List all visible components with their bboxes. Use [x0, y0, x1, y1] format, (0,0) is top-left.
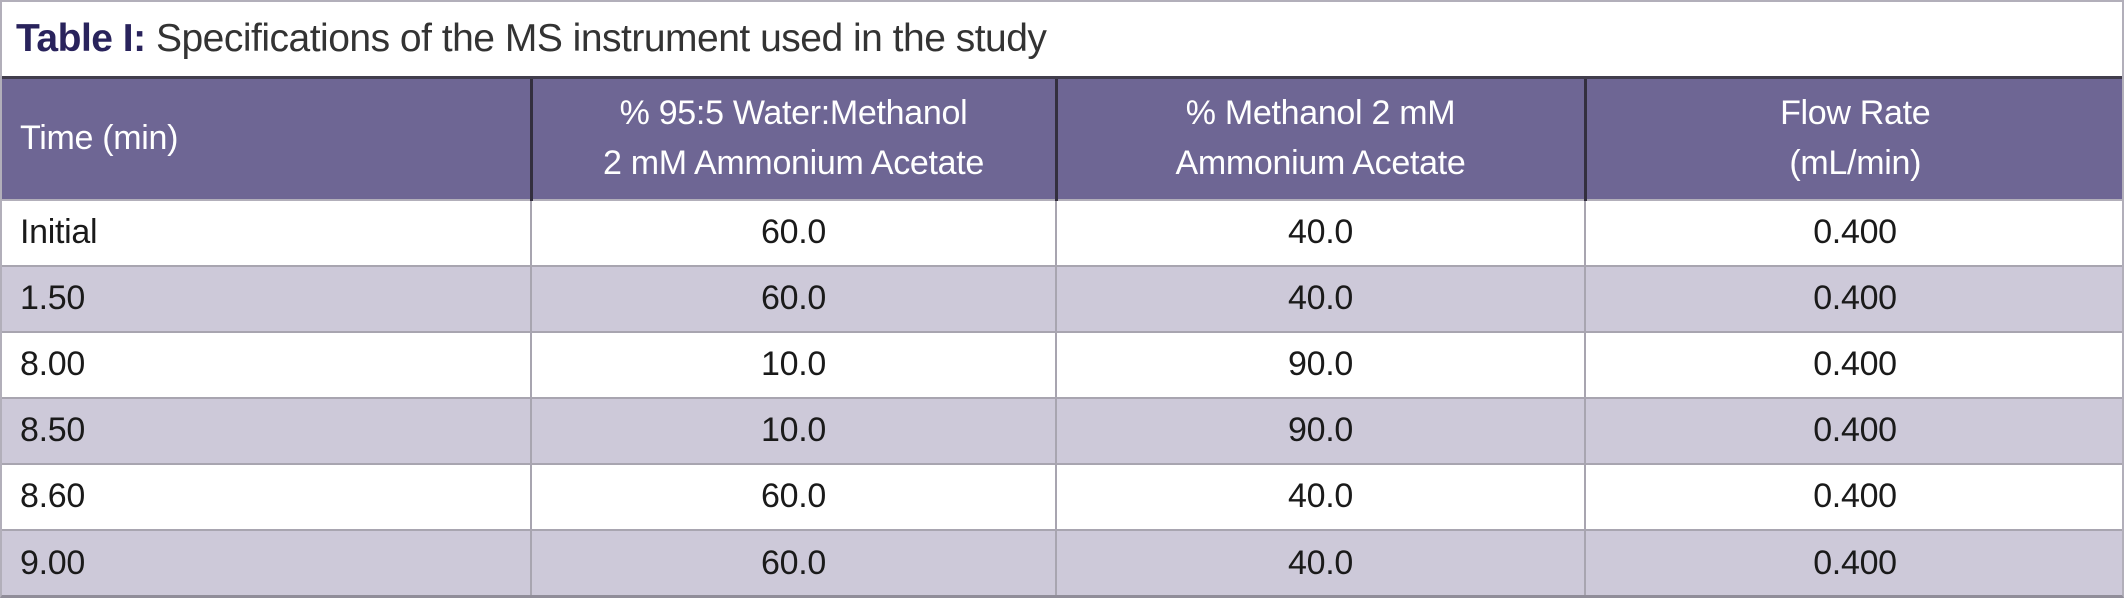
cell-time: 8.60	[2, 462, 531, 530]
header-cell-methanol: % Methanol 2 mM Ammonium Acetate	[1054, 76, 1585, 201]
header-line: % 95:5 Water:Methanol	[619, 94, 968, 133]
cell-flow-rate: 0.400	[1584, 528, 2122, 595]
cell-methanol: 90.0	[1055, 396, 1585, 464]
cell-water: 60.0	[530, 462, 1056, 530]
header-line: % Methanol 2 mM	[1185, 94, 1456, 133]
cell-time: Initial	[2, 199, 531, 266]
header-row: Time (min) % 95:5 Water:Methanol 2 mM Am…	[2, 76, 2122, 201]
cell-time: 8.00	[2, 330, 531, 398]
table-title: Table I: Specifications of the MS instru…	[2, 2, 2122, 76]
cell-flow-rate: 0.400	[1584, 396, 2122, 464]
header-line: (mL/min)	[1789, 143, 1922, 182]
table-row: 8.00 10.0 90.0 0.400	[2, 330, 2122, 398]
cell-flow-rate: 0.400	[1584, 462, 2122, 530]
cell-methanol: 40.0	[1055, 462, 1585, 530]
cell-methanol: 40.0	[1055, 199, 1585, 266]
cell-methanol: 90.0	[1055, 330, 1585, 398]
cell-flow-rate: 0.400	[1584, 264, 2122, 332]
cell-flow-rate: 0.400	[1584, 330, 2122, 398]
cell-time: 9.00	[2, 528, 531, 595]
header-line: Time (min)	[20, 119, 179, 158]
table-header: Time (min) % 95:5 Water:Methanol 2 mM Am…	[2, 76, 2122, 201]
cell-flow-rate: 0.400	[1584, 199, 2122, 266]
header-cell-flow-rate: Flow Rate (mL/min)	[1583, 76, 2122, 201]
table-body: Initial 60.0 40.0 0.400 1.50 60.0 40.0 0…	[2, 199, 2122, 595]
header-cell-time: Time (min)	[2, 76, 531, 201]
header-line: Flow Rate	[1780, 94, 1931, 133]
cell-methanol: 40.0	[1055, 528, 1585, 595]
cell-water: 60.0	[530, 528, 1056, 595]
table-title-prefix: Table I:	[16, 17, 146, 60]
table-row: 8.60 60.0 40.0 0.400	[2, 462, 2122, 530]
header-line: 2 mM Ammonium Acetate	[602, 143, 985, 182]
cell-methanol: 40.0	[1055, 264, 1585, 332]
table-row: 8.50 10.0 90.0 0.400	[2, 396, 2122, 464]
cell-time: 1.50	[2, 264, 531, 332]
gradient-spec-table: Time (min) % 95:5 Water:Methanol 2 mM Am…	[2, 76, 2122, 595]
cell-water: 60.0	[530, 264, 1056, 332]
cell-water: 10.0	[530, 396, 1056, 464]
table-row: Initial 60.0 40.0 0.400	[2, 199, 2122, 266]
table-row: 1.50 60.0 40.0 0.400	[2, 264, 2122, 332]
table-title-text: Specifications of the MS instrument used…	[145, 17, 1047, 60]
header-line: Ammonium Acetate	[1175, 143, 1466, 182]
cell-water: 60.0	[530, 199, 1056, 266]
header-cell-water-methanol: % 95:5 Water:Methanol 2 mM Ammonium Acet…	[529, 76, 1056, 201]
cell-water: 10.0	[530, 330, 1056, 398]
cell-time: 8.50	[2, 396, 531, 464]
table-row: 9.00 60.0 40.0 0.400	[2, 528, 2122, 595]
